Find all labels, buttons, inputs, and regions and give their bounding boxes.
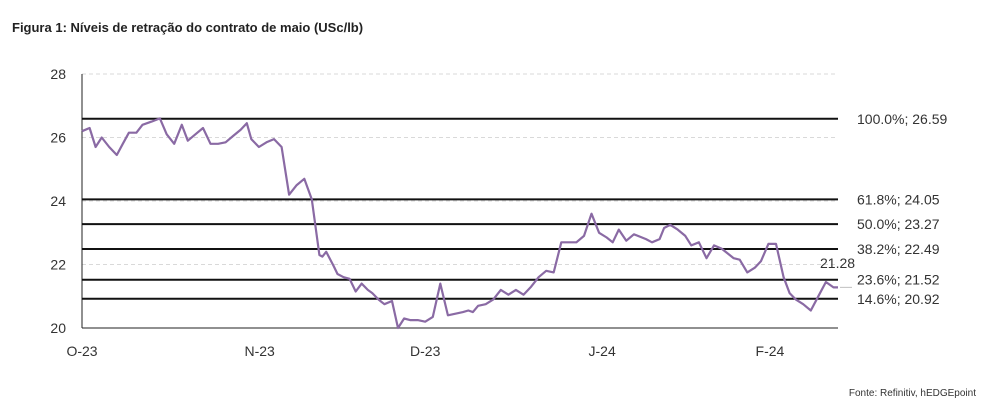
x-tick-label: J-24 (589, 343, 616, 359)
level-label: 100.0%; 26.59 (857, 111, 948, 127)
price-series (81, 117, 838, 330)
grid-lines (82, 73, 838, 329)
series-line (81, 117, 838, 330)
y-tick-label: 24 (50, 193, 66, 209)
tick-labels: 20 22 24 26 28 O-23 N-23 D-23 J-24 F-24 (50, 66, 784, 359)
level-label: 38.2%; 22.49 (857, 241, 940, 257)
x-tick-label: D-23 (410, 343, 441, 359)
last-value-label: 21.28 (820, 255, 855, 271)
x-tick-label: O-23 (66, 343, 97, 359)
annotations: 21.28 (820, 255, 855, 288)
axes (81, 74, 838, 329)
level-label: 23.6%; 21.52 (857, 272, 940, 288)
y-tick-label: 26 (50, 130, 66, 146)
chart-title: Figura 1: Níveis de retração do contrato… (12, 20, 364, 35)
retracement-levels: 100.0%; 26.59 61.8%; 24.05 50.0%; 23.27 38.… (82, 111, 948, 307)
level-label: 61.8%; 24.05 (857, 191, 940, 207)
source-note: Fonte: Refinitiv, hEDGEpoint (848, 388, 976, 399)
level-label: 50.0%; 23.27 (857, 216, 940, 232)
y-tick-label: 28 (50, 66, 66, 82)
y-tick-label: 22 (50, 257, 66, 273)
level-label: 14.6%; 20.92 (857, 291, 940, 307)
y-tick-label: 20 (50, 320, 66, 336)
x-tick-label: F-24 (756, 343, 785, 359)
x-tick-label: N-23 (244, 343, 275, 359)
